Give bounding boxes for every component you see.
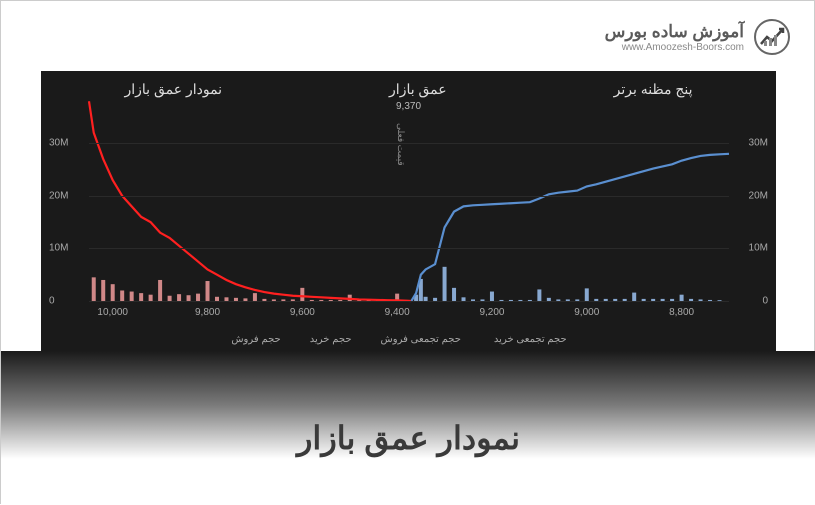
x-axis-label: 9,200 bbox=[479, 307, 504, 318]
bottom-banner: نمودار عمق بازار bbox=[1, 351, 815, 505]
brand-title: آموزش ساده بورس bbox=[605, 22, 744, 42]
legend-sell-vol: حجم فروش bbox=[231, 334, 295, 345]
y-axis-label-right: 10M bbox=[749, 243, 768, 254]
tab-top5[interactable]: پنج مظنه برتر bbox=[604, 77, 703, 102]
chart-panel: پنج مظنه برتر عمق بازار نمودار عمق بازار… bbox=[41, 71, 776, 351]
y-axis-label-right: 0 bbox=[762, 296, 768, 307]
x-axis-label: 9,800 bbox=[195, 307, 220, 318]
legend-buy-vol: حجم خرید bbox=[310, 334, 367, 345]
brand-logo-icon bbox=[754, 19, 790, 55]
y-axis-label-left: 20M bbox=[49, 190, 68, 201]
chart-tabs: پنج مظنه برتر عمق بازار نمودار عمق بازار bbox=[41, 77, 776, 102]
y-axis-label-left: 30M bbox=[49, 138, 68, 149]
legend-buy-cum: حجم تجمعی خرید bbox=[494, 334, 586, 345]
x-axis-label: 9,400 bbox=[385, 307, 410, 318]
y-axis-label-left: 10M bbox=[49, 243, 68, 254]
image-frame: آموزش ساده بورس www.Amoozesh-Boors.com پ… bbox=[0, 0, 815, 504]
current-price-label: 9,370 bbox=[396, 101, 421, 112]
x-axis-label: 8,800 bbox=[669, 307, 694, 318]
x-axis-label: 9,600 bbox=[290, 307, 315, 318]
y-axis-label-left: 0 bbox=[49, 296, 55, 307]
bottom-title: نمودار عمق بازار bbox=[297, 419, 520, 457]
tab-depth-chart[interactable]: نمودار عمق بازار bbox=[114, 77, 232, 102]
brand-subtitle: www.Amoozesh-Boors.com bbox=[622, 42, 744, 53]
y-axis-label-right: 30M bbox=[749, 138, 768, 149]
legend-sell-cum: حجم تجمعی فروش bbox=[381, 334, 480, 345]
brand-header: آموزش ساده بورس www.Amoozesh-Boors.com bbox=[605, 19, 790, 55]
y-axis-label-right: 20M bbox=[749, 190, 768, 201]
depth-plot bbox=[89, 117, 729, 301]
chart-legend: حجم تجمعی خرید حجم تجمعی فروش حجم خرید ح… bbox=[41, 334, 776, 345]
tab-depth[interactable]: عمق بازار bbox=[379, 77, 457, 102]
x-axis-label: 10,000 bbox=[97, 307, 128, 318]
x-axis-label: 9,000 bbox=[574, 307, 599, 318]
